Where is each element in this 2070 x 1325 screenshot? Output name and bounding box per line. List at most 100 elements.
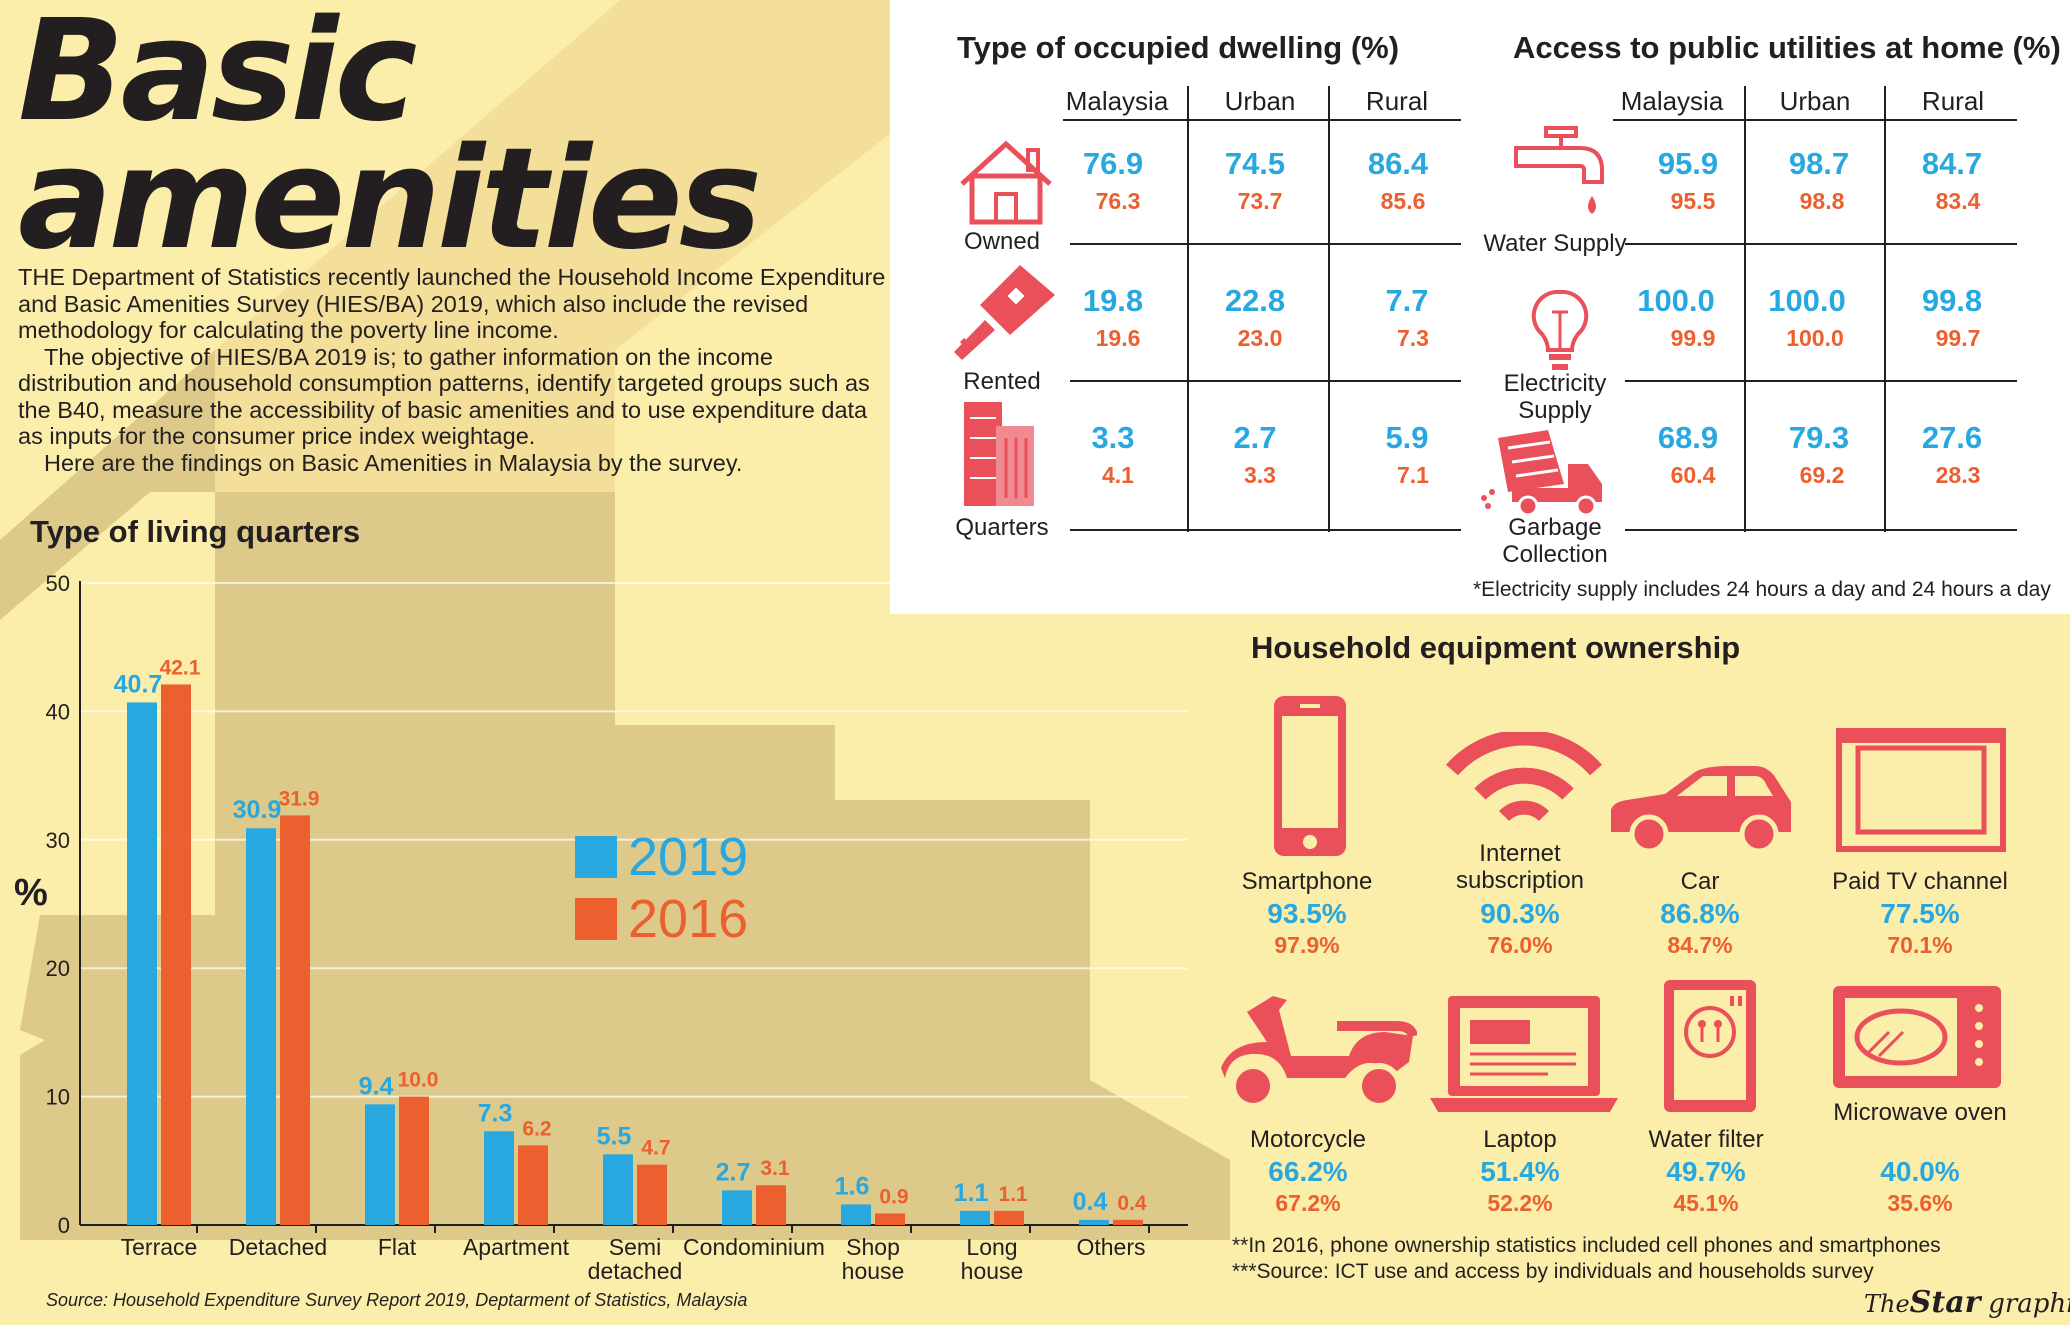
utilities-col-malaysia: Malaysia <box>1620 86 1724 116</box>
equipment-value-2019: 40.0% <box>1880 1156 1960 1187</box>
bar-2016-long-house <box>994 1210 1024 1225</box>
bar-value-label: 31.9 <box>279 787 320 810</box>
bar-2016-semi-detached <box>637 1164 667 1225</box>
dwelling-value-2019: 22.8 <box>1224 283 1286 318</box>
bar-value-label: 9.4 <box>359 1072 394 1100</box>
bar-value-label: 0.4 <box>1073 1188 1108 1216</box>
dwelling-value-2016: 7.1 <box>1397 462 1429 488</box>
bar-2019-others <box>1079 1219 1109 1225</box>
bar-2019-terrace <box>127 702 157 1225</box>
utilities-value-2019: 84.7 <box>1921 146 1983 181</box>
smartphone-icon <box>1274 696 1346 856</box>
equipment-label: Water filter <box>1648 1126 1764 1153</box>
legend-swatch <box>575 898 617 940</box>
divider <box>1070 243 1461 245</box>
dwelling-col-urban: Urban <box>1224 86 1296 116</box>
divider <box>1625 243 2017 245</box>
bar-2016-detached <box>280 815 310 1225</box>
dwelling-value-2016: 85.6 <box>1380 188 1426 214</box>
wifi-icon <box>1446 732 1602 822</box>
dwelling-title: Type of occupied dwelling (%) <box>957 30 1400 65</box>
x-category-label: Detached <box>229 1234 327 1260</box>
intro-text: THE Department of Statistics recently la… <box>18 264 886 476</box>
car-icon <box>1611 766 1791 854</box>
utilities-value-2019: 95.9 <box>1657 146 1719 181</box>
utilities-value-2016: 99.9 <box>1670 325 1716 351</box>
bar-2019-shop-house <box>841 1204 871 1225</box>
equipment-value-2019: 93.5% <box>1267 898 1347 929</box>
bar-2016-apartment <box>518 1145 548 1225</box>
bar-value-label: 10.0 <box>398 1069 439 1092</box>
utilities-row-label: Garbage Collection <box>1502 514 1608 568</box>
water-filter-icon <box>1664 980 1756 1112</box>
utilities-value-2016: 98.8 <box>1799 188 1845 214</box>
equipment-label: Motorcycle <box>1249 1126 1367 1153</box>
bar-value-label: 2.7 <box>716 1158 751 1186</box>
utilities-row-label: Water Supply <box>1483 230 1627 257</box>
thestar-graphics-logo: TheStar graphics <box>1864 1285 2070 1320</box>
utilities-value-2016: 99.7 <box>1935 325 1981 351</box>
building-icon <box>964 402 1034 506</box>
bar-2019-detached <box>246 828 276 1225</box>
divider <box>1328 86 1330 532</box>
key-icon <box>954 265 1055 360</box>
bar-2019-long-house <box>960 1210 990 1225</box>
utilities-value-2016: 83.4 <box>1935 188 1981 214</box>
y-tick-label: 50 <box>46 571 70 596</box>
y-tick-label: 20 <box>46 956 70 981</box>
divider <box>1613 119 2017 121</box>
bar-2019-semi-detached <box>603 1154 633 1225</box>
bar-value-label: 1.1 <box>998 1183 1028 1206</box>
y-tick-label: 10 <box>46 1085 70 1110</box>
divider <box>1625 529 2017 531</box>
dwelling-value-2016: 76.3 <box>1095 188 1141 214</box>
utilities-value-2016: 28.3 <box>1935 462 1981 488</box>
equipment-value-2019: 86.8% <box>1660 898 1740 929</box>
bar-value-label: 3.1 <box>760 1157 790 1180</box>
y-tick-label: 30 <box>46 828 70 853</box>
utilities-value-2019: 68.9 <box>1657 420 1719 455</box>
dwelling-value-2019: 7.7 <box>1385 283 1429 318</box>
utilities-value-2019: 100.0 <box>1768 283 1846 318</box>
divider <box>1063 119 1461 121</box>
chart-ylabel: % <box>14 872 48 914</box>
dwelling-value-2016: 7.3 <box>1397 325 1429 351</box>
bar-2019-flat <box>365 1104 395 1225</box>
utilities-row-label: Electricity Supply <box>1503 370 1607 424</box>
utilities-col-urban: Urban <box>1779 86 1851 116</box>
equipment-label: Smartphone <box>1241 868 1373 895</box>
bar-value-label: 4.7 <box>641 1137 670 1160</box>
bar-2019-apartment <box>484 1131 514 1225</box>
utilities-value-2019: 27.6 <box>1921 420 1983 455</box>
dwelling-value-2019: 74.5 <box>1224 146 1286 181</box>
utilities-title: Access to public utilities at home (%) <box>1513 30 2061 65</box>
source-note: Source: Household Expenditure Survey Rep… <box>46 1290 748 1310</box>
equipment-value-2016: 76.0% <box>1487 932 1553 958</box>
equipment-title: Household equipment ownership <box>1251 630 1741 665</box>
utilities-value-2016: 95.5 <box>1670 188 1716 214</box>
house-icon <box>960 140 1052 225</box>
utilities-value-2019: 100.0 <box>1637 283 1715 318</box>
bar-value-label: 1.1 <box>954 1179 989 1207</box>
divider <box>1187 86 1189 532</box>
x-category-label: Long <box>966 1234 1017 1260</box>
equipment-value-2019: 51.4% <box>1480 1156 1560 1187</box>
equipment-label: Microwave oven <box>1833 1099 2007 1126</box>
bar-value-label: 0.4 <box>1117 1192 1147 1215</box>
lightbulb-icon <box>1531 289 1589 370</box>
equipment-label: Laptop <box>1483 1126 1557 1153</box>
dwelling-col-malaysia: Malaysia <box>1065 86 1169 116</box>
x-category-label: Terrace <box>121 1234 198 1260</box>
dwelling-value-2019: 76.9 <box>1082 146 1144 181</box>
bar-2016-shop-house <box>875 1213 905 1225</box>
microwave-icon <box>1833 986 2001 1088</box>
dwelling-value-2016: 23.0 <box>1237 325 1283 351</box>
divider <box>1625 380 2017 382</box>
x-category-label: detached <box>588 1258 683 1284</box>
bar-2016-others <box>1113 1219 1143 1225</box>
x-category-label: Condominium <box>683 1234 825 1260</box>
divider <box>1070 529 1461 531</box>
dwelling-value-2016: 19.6 <box>1095 325 1141 351</box>
bar-value-label: 42.1 <box>160 656 201 679</box>
